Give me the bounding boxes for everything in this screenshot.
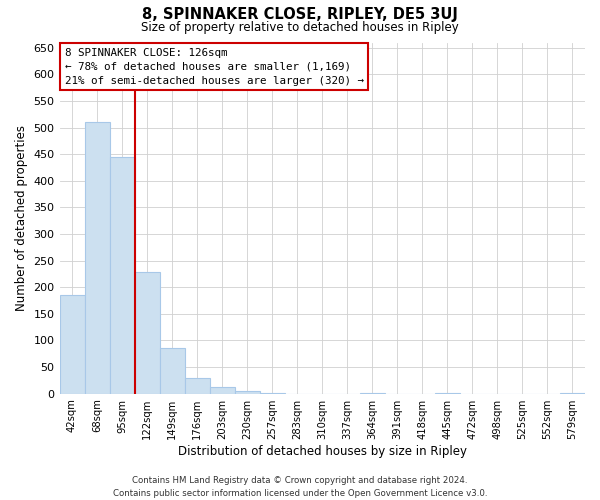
Bar [160,348,185,394]
Bar [260,393,285,394]
Bar [560,393,585,394]
Text: Size of property relative to detached houses in Ripley: Size of property relative to detached ho… [141,21,459,34]
Bar [435,393,460,394]
Bar [85,122,110,394]
Text: 8, SPINNAKER CLOSE, RIPLEY, DE5 3UJ: 8, SPINNAKER CLOSE, RIPLEY, DE5 3UJ [142,8,458,22]
Y-axis label: Number of detached properties: Number of detached properties [15,125,28,311]
Bar [185,378,209,394]
X-axis label: Distribution of detached houses by size in Ripley: Distribution of detached houses by size … [178,444,467,458]
Bar [209,387,235,394]
Bar [110,157,134,394]
Text: 8 SPINNAKER CLOSE: 126sqm
← 78% of detached houses are smaller (1,169)
21% of se: 8 SPINNAKER CLOSE: 126sqm ← 78% of detac… [65,48,364,86]
Text: Contains HM Land Registry data © Crown copyright and database right 2024.
Contai: Contains HM Land Registry data © Crown c… [113,476,487,498]
Bar [235,391,260,394]
Bar [134,272,160,394]
Bar [360,392,385,394]
Bar [59,296,85,394]
